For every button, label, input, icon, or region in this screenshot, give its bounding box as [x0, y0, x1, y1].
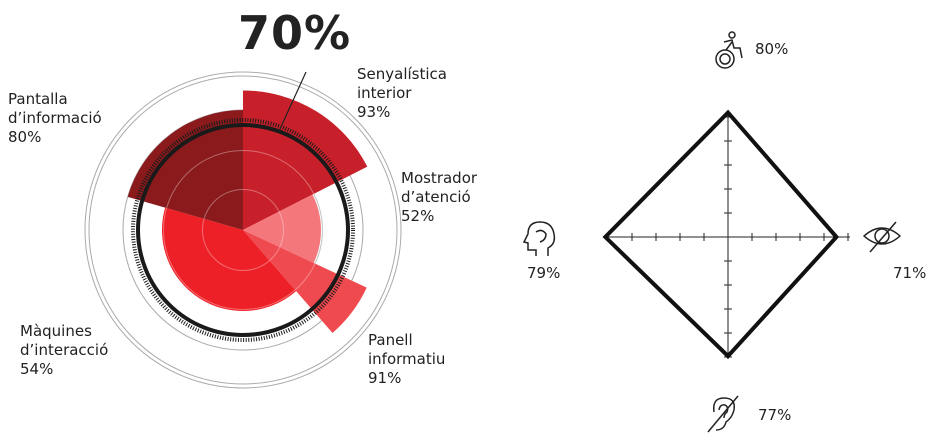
outer-ring: [88, 75, 398, 385]
category-name: Màquines d’interacció: [20, 322, 109, 359]
sector: [243, 194, 321, 263]
polar-chart: [84, 71, 402, 389]
sector: [243, 230, 367, 334]
wheelchair-icon: [715, 31, 743, 69]
overall-ring-ticks: [131, 118, 355, 342]
sector: [161, 207, 297, 311]
sector: [127, 110, 243, 230]
eye-icon: [862, 221, 902, 253]
category-label: Pantalla d’informació 80%: [8, 90, 102, 147]
outer-ring: [84, 71, 402, 389]
leader-line: [278, 71, 307, 132]
grid-circle: [163, 150, 323, 310]
category-name: Mostrador d’atenció: [401, 169, 478, 206]
value-label: 80%: [755, 40, 789, 58]
chart-title: 70%: [238, 6, 352, 60]
category-label: Senyalística interior 93%: [357, 65, 447, 122]
radar-shape: [602, 109, 840, 359]
icons: [522, 31, 902, 433]
overall-ring: [136, 123, 350, 337]
value-label: 52%: [401, 207, 435, 225]
value-label: 71%: [893, 264, 927, 282]
category-label: Panell informatiu 91%: [368, 331, 445, 388]
radar-chart: [602, 109, 850, 359]
value-label: 91%: [368, 369, 402, 387]
category-label: Màquines d’interacció 54%: [20, 322, 108, 379]
category-name: Senyalística interior: [357, 65, 447, 102]
value-label: 80%: [8, 128, 42, 146]
grid-circle: [202, 189, 284, 271]
value-label: 54%: [20, 360, 54, 378]
head-icon: [522, 221, 556, 256]
value-label: 93%: [357, 103, 391, 121]
value-label: 77%: [758, 406, 792, 424]
value-label: 79%: [527, 264, 561, 282]
category-name: Panell informatiu: [368, 331, 446, 368]
category-name: Pantalla d’informació: [8, 90, 102, 127]
category-label: Mostrador d’atenció 52%: [401, 169, 477, 226]
ear-icon: [707, 395, 739, 433]
